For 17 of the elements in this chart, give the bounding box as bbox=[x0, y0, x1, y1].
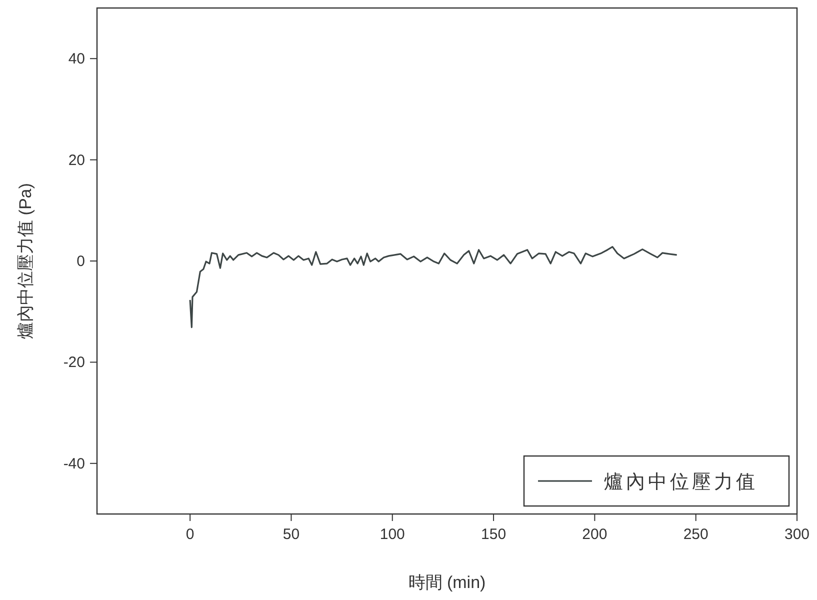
x-tick-label: 150 bbox=[481, 526, 506, 543]
x-tick-label: 50 bbox=[282, 526, 300, 543]
x-tick-label: 100 bbox=[380, 526, 405, 543]
line-series bbox=[189, 246, 678, 328]
x-tick-label: 250 bbox=[683, 526, 708, 543]
x-tick-label: 0 bbox=[186, 526, 194, 543]
y-tick-label: -20 bbox=[63, 354, 85, 372]
x-axis-title: 時間 (min) bbox=[408, 573, 486, 592]
y-tick-label: -40 bbox=[63, 455, 85, 472]
y-tick-label: 0 bbox=[76, 253, 85, 270]
legend: 爐內中位壓力值 bbox=[523, 455, 790, 507]
legend-label: 爐內中位壓力值 bbox=[604, 472, 758, 493]
y-axis-title: 爐內中位壓力值 (Pa) bbox=[16, 183, 35, 339]
y-tick-label: 40 bbox=[68, 50, 85, 68]
y-tick-label: 20 bbox=[68, 152, 85, 169]
x-tick-label: 200 bbox=[582, 526, 608, 543]
x-tick-label: 300 bbox=[784, 526, 810, 543]
